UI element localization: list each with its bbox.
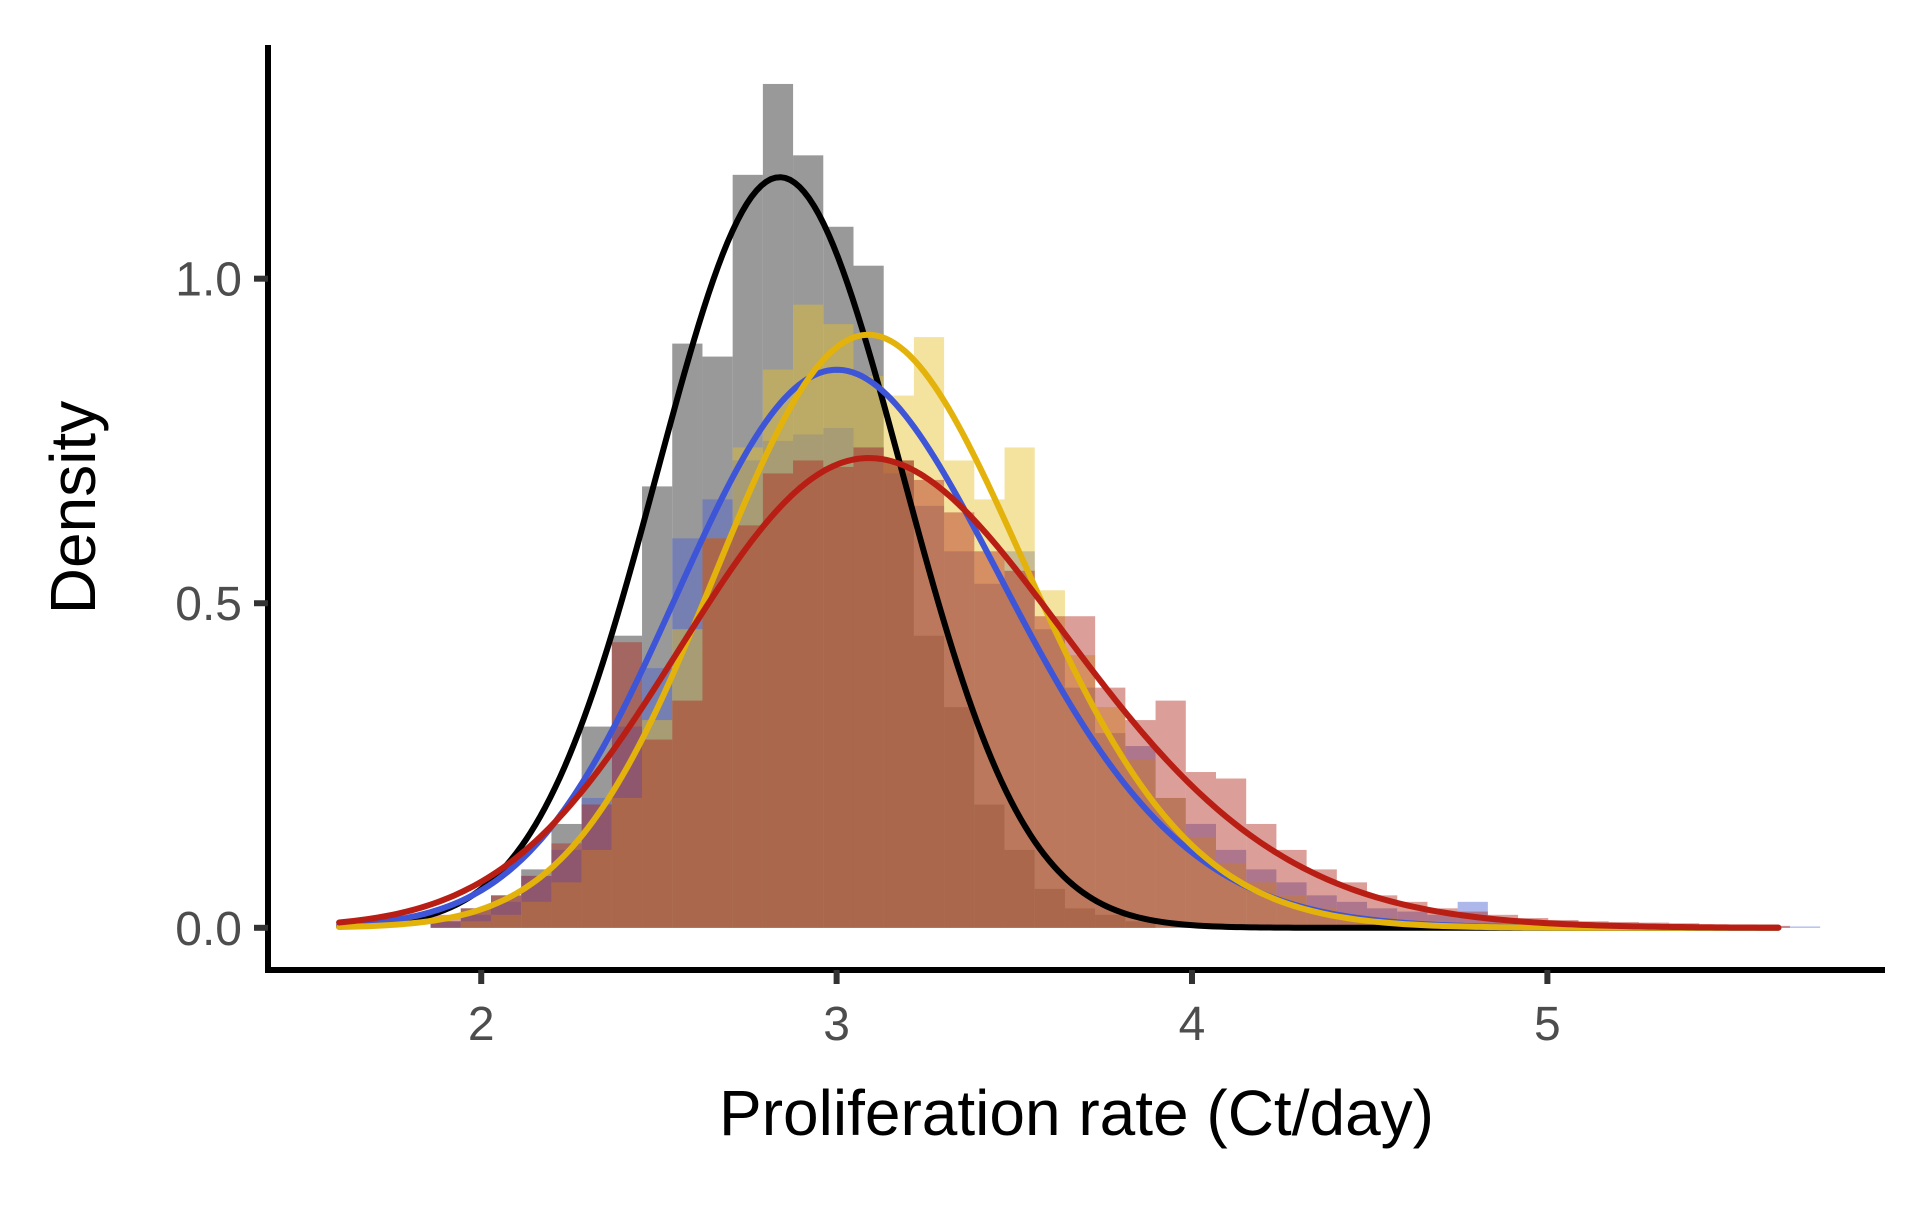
histogram-bar [793, 460, 824, 928]
histogram-bar [1215, 778, 1247, 928]
histogram-bar [913, 635, 945, 928]
histogram-bar [823, 324, 854, 928]
histogram-bar [1095, 687, 1126, 928]
histogram-bar [551, 882, 582, 928]
histogram-bar [430, 921, 461, 928]
histogram-bar [793, 434, 824, 928]
x-axis-title: Proliferation rate (Ct/day) [719, 1077, 1434, 1149]
histogram-bar [672, 700, 703, 928]
y-tick-label: 0.5 [175, 578, 242, 631]
histogram-bar [732, 460, 763, 928]
histogram-bar [1125, 720, 1156, 928]
histogram-bar [793, 304, 824, 928]
density-curves [336, 174, 1782, 931]
histogram-bar [883, 460, 914, 928]
histogram-bar [521, 901, 552, 928]
x-tick-label: 2 [468, 998, 495, 1051]
histogram-bar [732, 447, 763, 928]
histogram-bar [913, 479, 945, 928]
x-tick-label: 3 [823, 998, 850, 1051]
x-tick-label: 4 [1179, 998, 1206, 1051]
histogram-bar [853, 447, 884, 928]
histogram-bar [672, 629, 703, 928]
histogram-bar [611, 797, 643, 928]
histogram-series-4 [430, 447, 1790, 928]
histogram-bar [762, 369, 794, 928]
histogram-bar [883, 460, 914, 928]
histogram-bar [974, 551, 1005, 928]
histogram-bar [1004, 849, 1035, 928]
histogram-bar [944, 512, 975, 928]
histogram-bar [581, 804, 612, 928]
histogram-bar [853, 376, 884, 928]
histogram-bar [883, 473, 914, 928]
axis-ticks: 2 3 4 5 0.0 0.5 1.0 [175, 254, 1560, 1051]
y-axis-title: Density [37, 401, 109, 614]
histogram-bar [944, 551, 975, 928]
histogram-bar [581, 849, 612, 928]
histogram-bar [1125, 921, 1156, 928]
histogram-bar [1034, 888, 1065, 928]
histogram-bar [611, 726, 643, 928]
histogram-bar [672, 538, 703, 928]
histogram-bar [491, 914, 522, 928]
histogram-bar [430, 921, 461, 928]
x-tick-label: 5 [1534, 998, 1561, 1051]
histogram-bar [1095, 914, 1126, 928]
histogram-bar [944, 707, 975, 928]
histogram-bar [732, 174, 763, 928]
histogram-bar [823, 427, 854, 928]
histogram-bar [1064, 908, 1096, 928]
histogram-bar [460, 921, 492, 928]
histogram-bar [642, 720, 673, 928]
histogram-bar [1789, 926, 1821, 928]
histogram-bar [1215, 849, 1247, 928]
histogram-bar [823, 466, 854, 928]
histogram-bar [1034, 629, 1065, 928]
histogram-bar [642, 739, 673, 928]
histogram-bar [460, 914, 492, 928]
y-tick-label: 0.0 [175, 903, 242, 956]
y-tick-label: 1.0 [175, 254, 242, 307]
histogram-bar [793, 155, 824, 928]
histogram-bar [702, 356, 733, 928]
histogram-bar [853, 447, 884, 928]
histogram-bar [762, 473, 794, 928]
density-curve-3 [336, 331, 1782, 931]
histogram-bar [1095, 707, 1126, 928]
histogram-bar [1125, 746, 1156, 928]
histogram-bar [1004, 570, 1035, 928]
histogram-bar [974, 804, 1005, 928]
density-curve-4 [336, 455, 1782, 931]
histogram-bar [1034, 616, 1065, 928]
histogram-bar [883, 395, 914, 928]
axes [265, 45, 1885, 973]
histogram-bars [430, 83, 1821, 928]
histogram-bar [732, 525, 763, 928]
histogram-series-2 [430, 427, 1821, 928]
